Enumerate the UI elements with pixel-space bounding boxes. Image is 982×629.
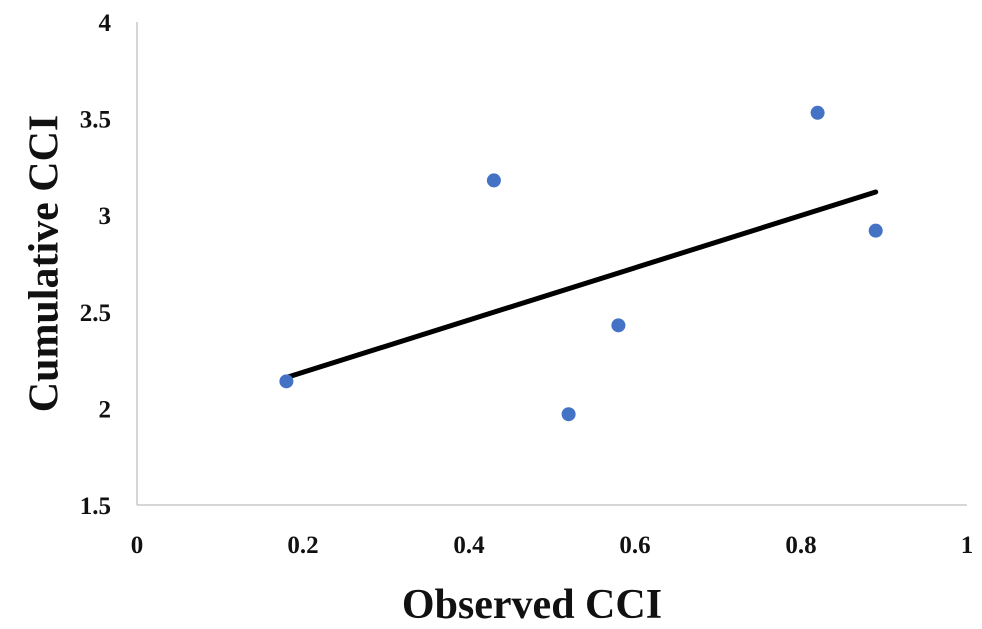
data-point: [561, 407, 576, 422]
axes: [136, 22, 967, 506]
y-tick-label: 4: [99, 10, 112, 37]
y-tick-label: 1.5: [80, 493, 111, 520]
x-tick-label: 1: [961, 532, 974, 559]
data-point: [486, 173, 501, 188]
trendline: [283, 189, 879, 380]
data-points: [279, 105, 883, 422]
x-tick-label: 0.2: [287, 532, 318, 559]
x-tick-labels: 0 0.2 0.4 0.6 0.8 1: [131, 532, 974, 559]
x-tick-label: 0.4: [453, 532, 485, 559]
data-point: [611, 318, 626, 333]
y-axis-title: Cumulative CCI: [22, 115, 68, 413]
data-point: [868, 223, 883, 238]
x-axis-title: Observed CCI: [402, 582, 662, 628]
data-point: [279, 374, 294, 389]
x-tick-label: 0.6: [619, 532, 650, 559]
y-tick-label: 3: [99, 203, 112, 230]
data-point: [810, 105, 825, 120]
y-tick-label: 3.5: [80, 107, 111, 134]
x-tick-label: 0: [131, 532, 144, 559]
y-tick-label: 2.5: [80, 300, 111, 327]
trendline-layer: [283, 189, 879, 380]
y-tick-label: 2: [99, 396, 112, 423]
x-tick-label: 0.8: [785, 532, 816, 559]
y-tick-labels: 1.5 2 2.5 3 3.5 4: [80, 10, 112, 520]
